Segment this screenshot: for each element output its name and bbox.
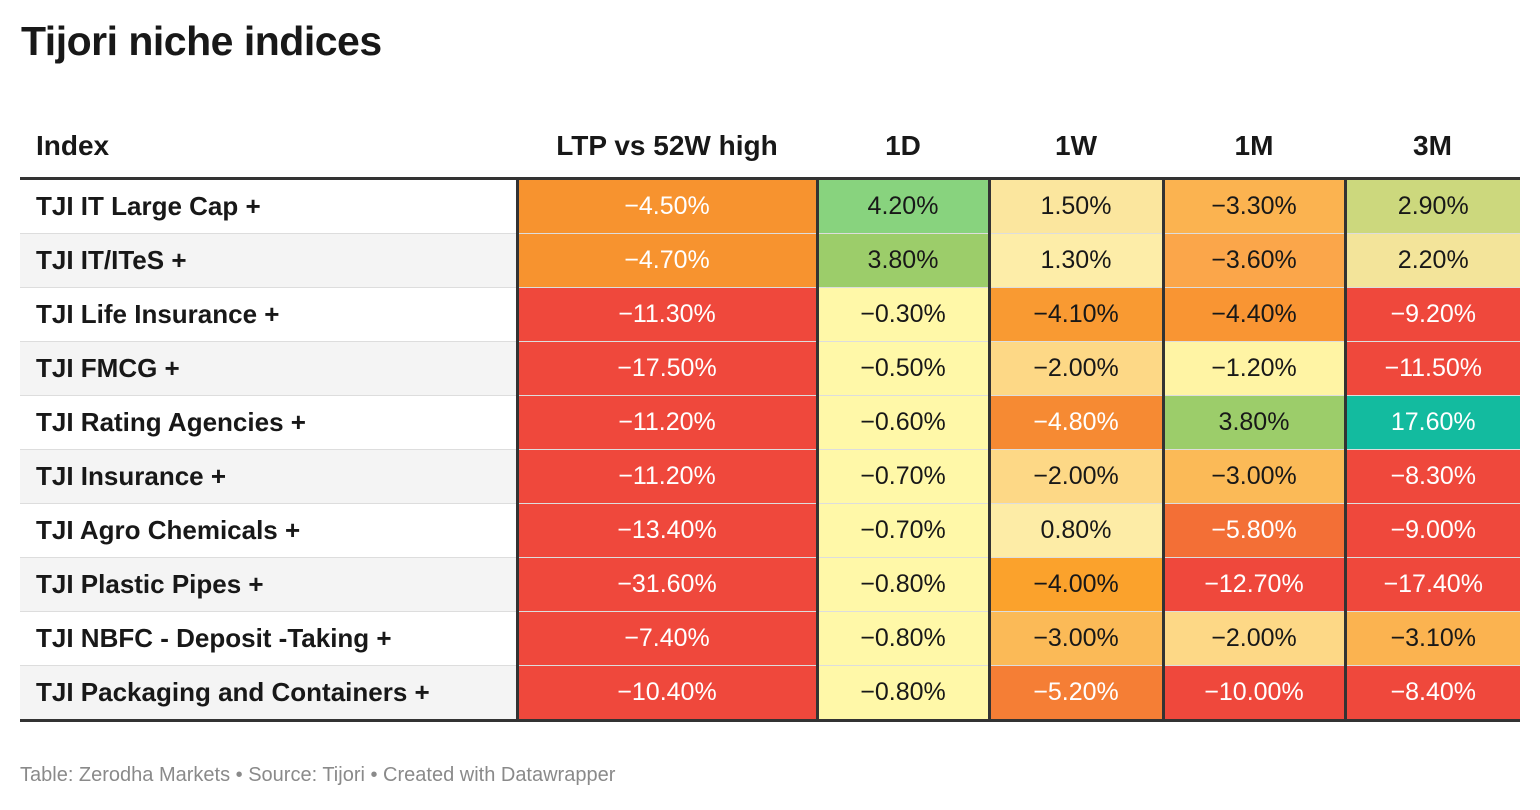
value-cell-ltp-vs-52w-high: −11.20% — [515, 395, 817, 450]
value-cell-1w: 1.50% — [987, 178, 1163, 234]
value-cell-3m: 2.90% — [1343, 178, 1520, 234]
column-header-1m[interactable]: 1M — [1163, 115, 1345, 180]
table-row: TJI Plastic Pipes + −31.60% −0.80% −4.00% −1… — [20, 557, 1520, 612]
value-cell-1w: −2.00% — [987, 449, 1163, 504]
value-cell-ltp-vs-52w-high: −17.50% — [515, 341, 817, 396]
table-row: TJI NBFC - Deposit -Taking + −7.40% −0.80%… — [20, 611, 1520, 666]
index-name-cell: TJI Plastic Pipes + — [20, 557, 517, 612]
value-cell-1d: −0.80% — [815, 557, 989, 612]
value-cell-1m: −2.00% — [1161, 611, 1345, 666]
value-cell-1w: −5.20% — [987, 665, 1163, 722]
value-cell-1w: 1.30% — [987, 233, 1163, 288]
value-cell-ltp-vs-52w-high: −11.30% — [515, 287, 817, 342]
column-header-index[interactable]: Index — [20, 115, 517, 180]
index-name-cell: TJI IT Large Cap + — [20, 178, 517, 234]
value-cell-1w: −4.10% — [987, 287, 1163, 342]
value-cell-1d: 3.80% — [815, 233, 989, 288]
value-cell-1m: 3.80% — [1161, 395, 1345, 450]
value-cell-ltp-vs-52w-high: −31.60% — [515, 557, 817, 612]
footer-credits: Table: Zerodha Markets • Source: Tijori … — [20, 764, 616, 786]
index-name-cell: TJI Insurance + — [20, 449, 517, 504]
value-cell-1m: −4.40% — [1161, 287, 1345, 342]
value-cell-1d: 4.20% — [815, 178, 989, 234]
value-cell-3m: −17.40% — [1343, 557, 1520, 612]
value-cell-1m: −5.80% — [1161, 503, 1345, 558]
value-cell-1m: −12.70% — [1161, 557, 1345, 612]
index-name-cell: TJI FMCG + — [20, 341, 517, 396]
table-row: TJI IT Large Cap + −4.50% 4.20% 1.50% −3.30%… — [20, 178, 1520, 234]
index-name-cell: TJI Packaging and Containers + — [20, 665, 517, 722]
table-row: TJI Packaging and Containers + −10.40% −0.… — [20, 665, 1520, 722]
value-cell-1d: −0.70% — [815, 449, 989, 504]
value-cell-ltp-vs-52w-high: −4.50% — [515, 178, 817, 234]
value-cell-1w: −2.00% — [987, 341, 1163, 396]
value-cell-ltp-vs-52w-high: −13.40% — [515, 503, 817, 558]
table-row: TJI Insurance + −11.20% −0.70% −2.00% −3.00%… — [20, 449, 1520, 504]
value-cell-1m: −3.30% — [1161, 178, 1345, 234]
table-row: TJI Rating Agencies + −11.20% −0.60% −4.80%… — [20, 395, 1520, 450]
index-name-cell: TJI NBFC - Deposit -Taking + — [20, 611, 517, 666]
column-header-3m[interactable]: 3M — [1345, 115, 1520, 180]
column-header-ltp-vs-52w-high[interactable]: LTP vs 52W high — [517, 115, 817, 180]
header-row: Index LTP vs 52W high 1D 1W 1M 3M — [20, 115, 1520, 180]
table-row: TJI IT/ITeS + −4.70% 3.80% 1.30% −3.60% 2.20% — [20, 233, 1520, 288]
table-body: TJI IT Large Cap + −4.50% 4.20% 1.50% −3.30%… — [20, 178, 1520, 722]
value-cell-3m: −3.10% — [1343, 611, 1520, 666]
value-cell-1w: −3.00% — [987, 611, 1163, 666]
value-cell-3m: −8.30% — [1343, 449, 1520, 504]
value-cell-ltp-vs-52w-high: −4.70% — [515, 233, 817, 288]
value-cell-1m: −3.00% — [1161, 449, 1345, 504]
table-row: TJI Agro Chemicals + −13.40% −0.70% 0.80% −5… — [20, 503, 1520, 558]
value-cell-1d: −0.50% — [815, 341, 989, 396]
index-name-cell: TJI IT/ITeS + — [20, 233, 517, 288]
chart-title: Tijori niche indices — [21, 18, 382, 64]
indices-table: Index LTP vs 52W high 1D 1W 1M 3M TJI IT… — [20, 115, 1520, 722]
value-cell-3m: −11.50% — [1343, 341, 1520, 396]
value-cell-1m: −10.00% — [1161, 665, 1345, 722]
value-cell-1w: 0.80% — [987, 503, 1163, 558]
value-cell-1m: −1.20% — [1161, 341, 1345, 396]
value-cell-1d: −0.80% — [815, 611, 989, 666]
value-cell-1m: −3.60% — [1161, 233, 1345, 288]
value-cell-1d: −0.70% — [815, 503, 989, 558]
value-cell-ltp-vs-52w-high: −10.40% — [515, 665, 817, 722]
table-row: TJI Life Insurance + −11.30% −0.30% −4.10% −… — [20, 287, 1520, 342]
index-name-cell: TJI Rating Agencies + — [20, 395, 517, 450]
value-cell-ltp-vs-52w-high: −11.20% — [515, 449, 817, 504]
table-row: TJI FMCG + −17.50% −0.50% −2.00% −1.20% −11.5… — [20, 341, 1520, 396]
value-cell-1d: −0.30% — [815, 287, 989, 342]
index-name-cell: TJI Agro Chemicals + — [20, 503, 517, 558]
value-cell-ltp-vs-52w-high: −7.40% — [515, 611, 817, 666]
value-cell-1w: −4.00% — [987, 557, 1163, 612]
value-cell-3m: −8.40% — [1343, 665, 1520, 722]
value-cell-1w: −4.80% — [987, 395, 1163, 450]
value-cell-1d: −0.80% — [815, 665, 989, 722]
index-name-cell: TJI Life Insurance + — [20, 287, 517, 342]
column-header-1d[interactable]: 1D — [817, 115, 989, 180]
value-cell-3m: −9.20% — [1343, 287, 1520, 342]
value-cell-1d: −0.60% — [815, 395, 989, 450]
column-header-1w[interactable]: 1W — [989, 115, 1163, 180]
value-cell-3m: 17.60% — [1343, 395, 1520, 450]
value-cell-3m: 2.20% — [1343, 233, 1520, 288]
value-cell-3m: −9.00% — [1343, 503, 1520, 558]
